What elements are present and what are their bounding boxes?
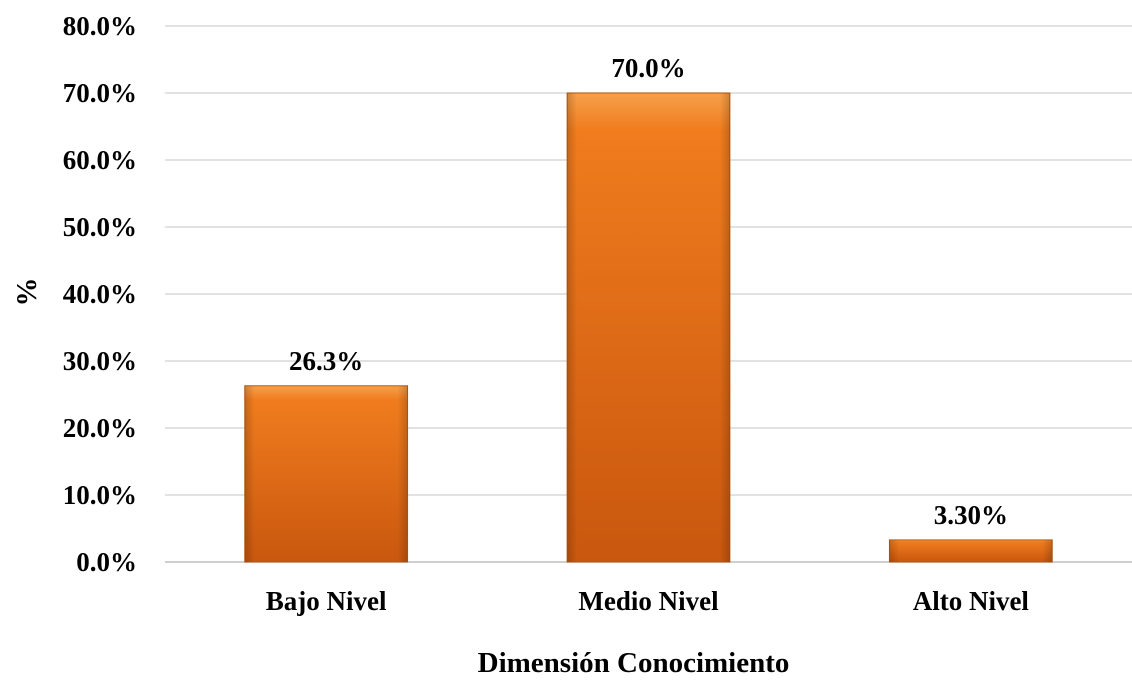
- x-axis-title: Dimensión Conocimiento: [478, 647, 790, 679]
- bar-alto-nivel: [888, 539, 1053, 563]
- y-tick-label: 10.0%: [63, 480, 137, 510]
- y-tick-label: 70.0%: [63, 78, 137, 108]
- bar-bevel: [567, 93, 730, 562]
- y-tick-label: 30.0%: [63, 346, 137, 376]
- y-tick-label: 0.0%: [76, 547, 137, 577]
- bar-medio-nivel: [566, 92, 731, 563]
- y-tick-label: 50.0%: [63, 212, 137, 242]
- y-axis-title: %: [11, 278, 43, 307]
- bar-bevel: [244, 385, 408, 562]
- data-labels: 26.3% 70.0% 3.30%: [289, 53, 1008, 530]
- bar-bajo-nivel: [244, 385, 409, 563]
- y-tick-label: 40.0%: [63, 279, 137, 309]
- x-category-label: Bajo Nivel: [266, 586, 387, 616]
- y-tick-label: 20.0%: [63, 413, 137, 443]
- data-label: 26.3%: [289, 346, 363, 376]
- bar-bevel: [889, 539, 1053, 562]
- bars: [244, 92, 1053, 563]
- y-tick-label: 80.0%: [63, 11, 137, 41]
- data-label: 70.0%: [611, 53, 685, 83]
- x-axis-category-labels: Bajo Nivel Medio Nivel Alto Nivel: [266, 586, 1030, 616]
- x-category-label: Alto Nivel: [913, 586, 1030, 616]
- x-category-label: Medio Nivel: [578, 586, 719, 616]
- y-tick-label: 60.0%: [63, 145, 137, 175]
- data-label: 3.30%: [934, 500, 1008, 530]
- y-axis-tick-labels: 0.0% 10.0% 20.0% 30.0% 40.0% 50.0% 60.0% 70.0% 8…: [63, 11, 137, 577]
